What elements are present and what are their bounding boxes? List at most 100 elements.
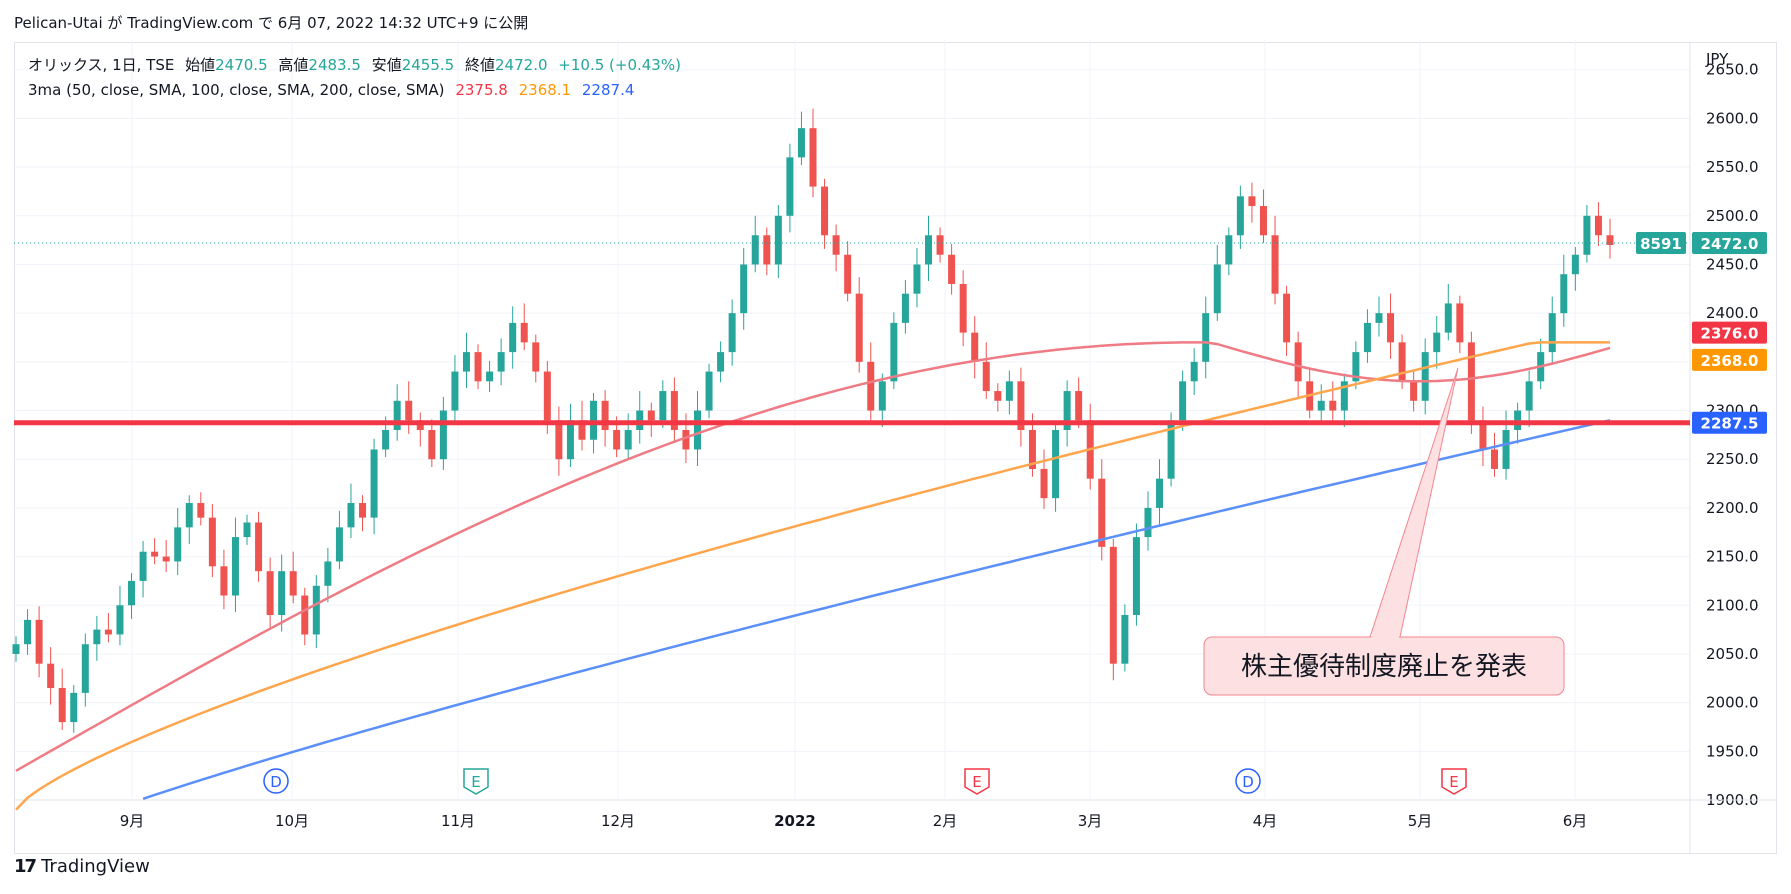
candle-body: [1144, 507, 1152, 538]
ma200-tag: 2287.5: [1701, 415, 1759, 433]
y-tick-label: 2150.0: [1706, 548, 1759, 566]
y-tick-label: 2400.0: [1706, 304, 1759, 322]
candle-body: [555, 420, 563, 460]
y-tick-label: 2650.0: [1706, 61, 1759, 79]
y-tick-label: 2250.0: [1706, 450, 1759, 468]
candle-body: [1017, 381, 1025, 430]
candle-body: [1156, 478, 1164, 508]
candle-body: [70, 692, 78, 723]
candle-body: [613, 430, 621, 450]
annotation-text: 株主優待制度廃止を発表: [1241, 652, 1527, 682]
candle-body: [1098, 478, 1106, 547]
candle-body: [624, 430, 632, 450]
candle-body: [1236, 196, 1244, 236]
candle-body: [462, 352, 470, 372]
candle-body: [35, 619, 43, 664]
candle-body: [208, 517, 216, 567]
candle-body: [197, 503, 205, 518]
ma50-tag: 2376.0: [1701, 325, 1759, 343]
candle-body: [104, 629, 112, 635]
candle-body: [832, 235, 840, 255]
tradingview-footer[interactable]: 17 TradingView: [14, 856, 150, 877]
candle-body: [601, 400, 609, 430]
candle-body: [139, 551, 147, 581]
ma100-tag: 2368.0: [1701, 352, 1759, 370]
candle-body: [243, 522, 251, 538]
earnings-marker: [964, 768, 990, 795]
candle-body: [1479, 420, 1487, 450]
candle-body: [543, 371, 551, 421]
ma-label[interactable]: 3ma (50, close, SMA, 100, close, SMA, 20…: [28, 81, 445, 99]
candle-body: [1271, 235, 1279, 294]
x-tick-label: 10月: [275, 812, 309, 830]
candle-body: [740, 264, 748, 314]
candle-body: [1525, 381, 1533, 411]
candle-body: [347, 503, 355, 528]
candle-body: [1283, 293, 1291, 343]
candle-body: [81, 644, 89, 693]
candle-body: [12, 644, 20, 654]
candle-body: [1433, 332, 1441, 353]
last-volume-tag-bg: [1636, 232, 1686, 255]
candle-body: [751, 235, 759, 265]
candle-body: [566, 420, 574, 460]
close-label: 終値2472.0: [465, 56, 548, 74]
candle-body: [763, 235, 771, 265]
candle-body: [1606, 235, 1614, 245]
y-tick-label: 2000.0: [1706, 694, 1759, 712]
event-label: D: [270, 773, 282, 791]
candle-body: [116, 605, 124, 635]
event-label: D: [1242, 773, 1254, 791]
x-tick-label: 12月: [601, 812, 635, 830]
last-price-tag-bg: [1692, 232, 1767, 255]
candle-body: [821, 186, 829, 236]
candle-body: [1075, 391, 1083, 421]
candle-body: [174, 527, 182, 562]
candle-body: [359, 503, 367, 518]
candle-body: [1190, 361, 1198, 382]
candle-body: [578, 420, 586, 440]
ma200-value: 2287.4: [581, 81, 635, 99]
candle-body: [890, 322, 898, 382]
candle-body: [1375, 313, 1383, 323]
candle-body: [58, 688, 66, 723]
x-tick-label: 4月: [1253, 812, 1278, 830]
currency-label[interactable]: JPY: [1706, 50, 1729, 68]
candle-body: [901, 293, 909, 323]
ma50-line: [15, 341, 1611, 772]
ma100-value: 2368.1: [518, 81, 572, 99]
last-volume-tag: 8591: [1640, 235, 1682, 253]
y-tick-label: 2600.0: [1706, 109, 1759, 127]
candle-body: [728, 313, 736, 353]
candle-body: [1202, 313, 1210, 362]
candle-body: [1387, 313, 1395, 343]
candle-body: [1352, 352, 1360, 382]
candle-body: [1444, 303, 1452, 333]
symbol-label[interactable]: オリックス, 1日, TSE: [28, 56, 175, 74]
candle-body: [151, 551, 159, 557]
candle-body: [878, 381, 886, 411]
candle-body: [405, 400, 413, 421]
candle-body: [255, 522, 263, 572]
x-tick-label: 11月: [441, 812, 475, 830]
candle-body: [1363, 322, 1371, 353]
y-tick-label: 2550.0: [1706, 158, 1759, 176]
candle-body: [393, 400, 401, 430]
candle-body: [301, 595, 309, 635]
event-label: E: [471, 773, 480, 791]
candle-body: [266, 571, 274, 615]
candle-body: [659, 391, 667, 421]
high-label: 高値2483.5: [278, 56, 361, 74]
candle-body: [231, 537, 239, 596]
candle-body: [1179, 381, 1187, 421]
tradingview-logo-icon: 17: [14, 856, 37, 877]
candle-body: [1121, 615, 1129, 664]
candle-body: [1456, 303, 1464, 343]
candle-body: [1329, 400, 1337, 411]
candle-body: [1167, 420, 1175, 479]
candle-body: [867, 361, 875, 411]
candle-body: [786, 157, 794, 216]
y-tick-label: 2050.0: [1706, 645, 1759, 663]
candle-body: [428, 430, 436, 460]
